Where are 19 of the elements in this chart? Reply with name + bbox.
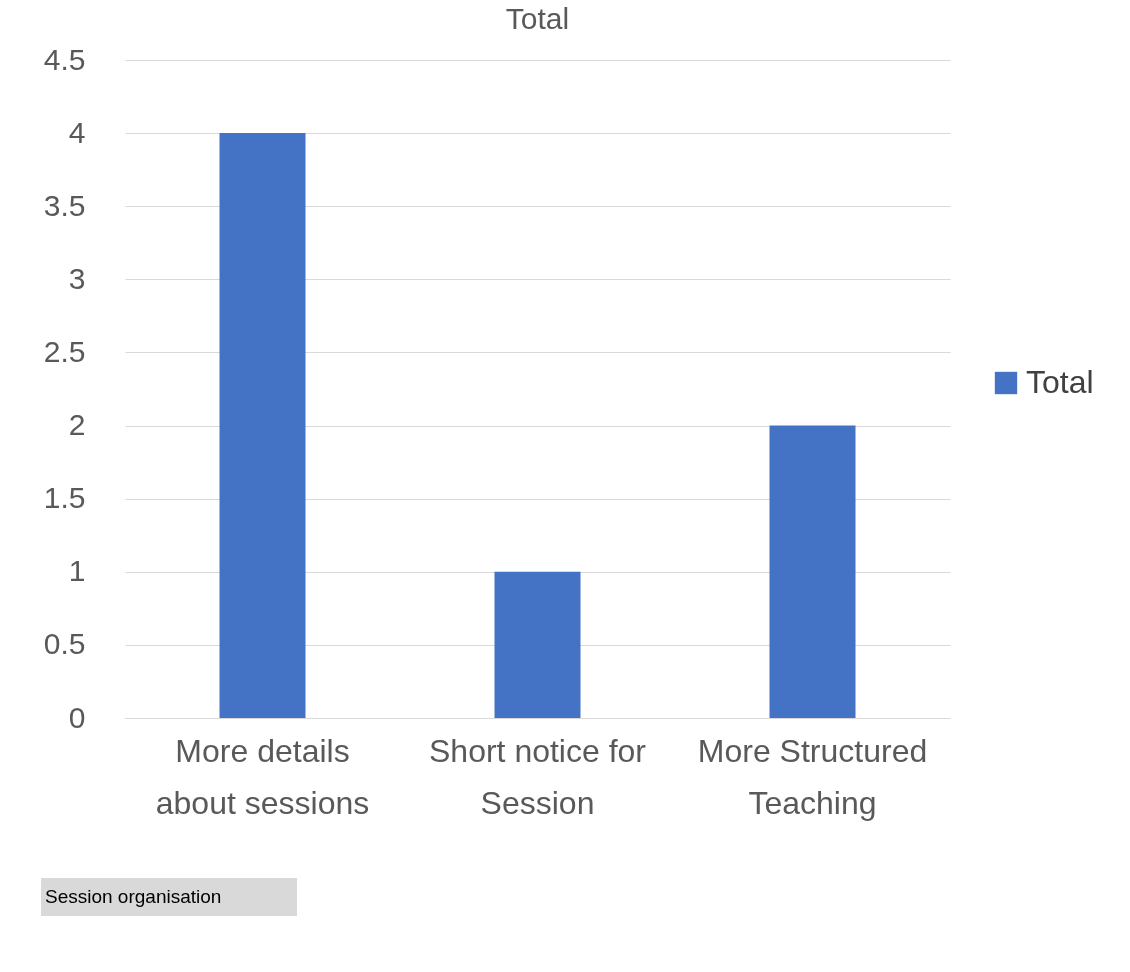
y-tick-label: 3.5 — [43, 188, 86, 222]
y-tick-label: 2 — [68, 408, 86, 442]
y-tick-label: 0.5 — [43, 627, 86, 661]
y-tick-label: 3 — [68, 261, 86, 295]
y-tick-label: 4.5 — [43, 42, 86, 76]
y-tick-label: 2.5 — [43, 334, 86, 368]
legend-label: Total — [1026, 364, 1094, 400]
bar — [219, 133, 306, 718]
bar — [769, 425, 856, 718]
y-tick-label: 1 — [68, 554, 86, 588]
y-tick-label: 1.5 — [43, 481, 86, 515]
x-tick-label: More Structured Teaching — [697, 732, 928, 821]
text: Session organisation — [45, 886, 222, 907]
x-tick-label: More details about sessions — [155, 732, 370, 821]
y-tick-label: 0 — [68, 700, 86, 734]
bar — [494, 571, 581, 718]
y-tick-label: 4 — [68, 115, 86, 149]
chart-title: Total — [505, 2, 570, 35]
x-tick-label: Short notice for Session — [429, 732, 647, 821]
